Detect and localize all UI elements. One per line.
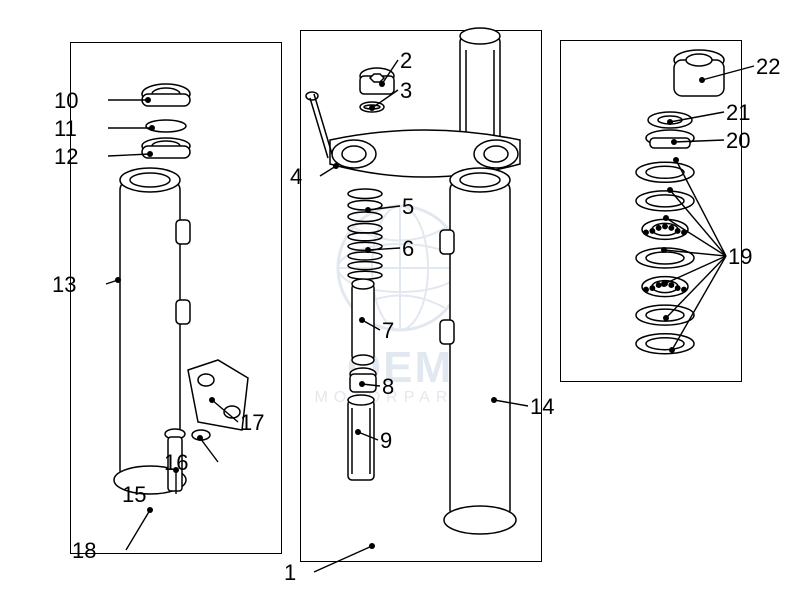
callout-11: 11	[54, 116, 77, 142]
callout-22: 22	[756, 54, 780, 80]
frame-center	[300, 30, 542, 562]
callout-14: 14	[530, 394, 554, 420]
callout-9: 9	[380, 428, 392, 454]
callout-2: 2	[400, 48, 412, 74]
callout-18: 18	[72, 538, 96, 564]
callout-5: 5	[402, 194, 414, 220]
callout-13: 13	[52, 272, 76, 298]
frame-right	[560, 40, 742, 382]
callout-15: 15	[122, 482, 146, 508]
diagram-canvas: OEM MOTORPARTS 1234567891011121314151617…	[0, 0, 800, 600]
callout-19: 19	[728, 244, 752, 270]
frame-left	[70, 42, 282, 554]
callout-20: 20	[726, 128, 750, 154]
callout-8: 8	[382, 374, 394, 400]
callout-4: 4	[290, 164, 302, 190]
callout-21: 21	[726, 100, 750, 126]
callout-16: 16	[164, 450, 188, 476]
callout-10: 10	[54, 88, 78, 114]
callout-6: 6	[402, 236, 414, 262]
callout-1: 1	[284, 560, 296, 586]
callout-3: 3	[400, 78, 412, 104]
callout-12: 12	[54, 144, 78, 170]
callout-17: 17	[240, 410, 264, 436]
callout-7: 7	[382, 318, 394, 344]
